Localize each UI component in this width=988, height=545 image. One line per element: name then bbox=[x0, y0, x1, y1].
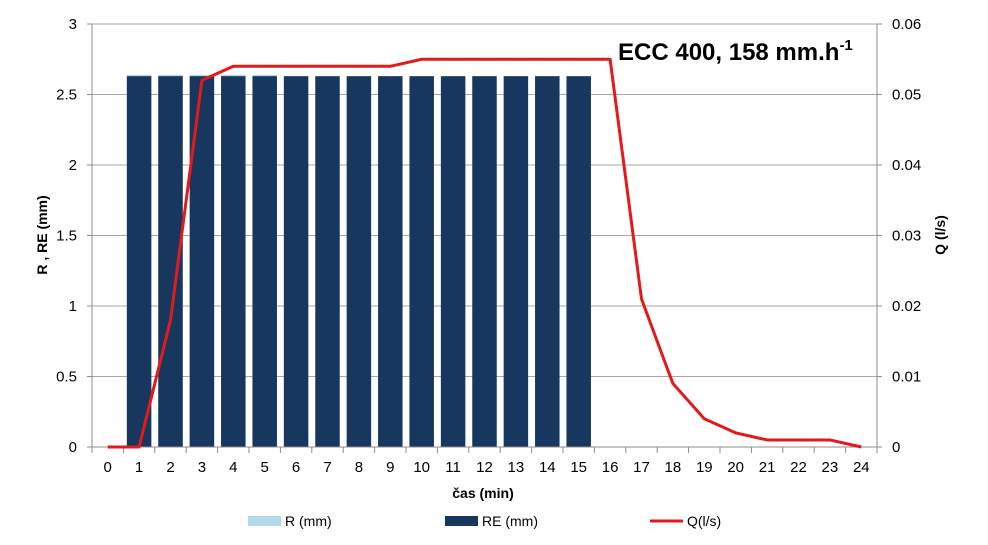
y2-tick-label: 0 bbox=[892, 439, 900, 456]
bar-re bbox=[472, 76, 497, 448]
bar-re bbox=[566, 76, 591, 448]
x-tick-label: 6 bbox=[292, 459, 300, 476]
legend-item-q: Q(l/s) bbox=[650, 513, 721, 529]
y2-tick-label: 0.06 bbox=[892, 16, 921, 33]
x-tick-label: 14 bbox=[539, 459, 556, 476]
y2-axis-ticks: 0 0.01 0.02 0.03 0.04 0.05 0.06 bbox=[892, 16, 921, 456]
bar-re bbox=[252, 76, 277, 448]
x-tick-label: 9 bbox=[386, 459, 394, 476]
bar-re bbox=[378, 76, 403, 448]
legend-label-r: R (mm) bbox=[285, 513, 332, 529]
x-tick-label: 5 bbox=[261, 459, 269, 476]
y2-tick-label: 0.01 bbox=[892, 369, 921, 386]
y2-tick-label: 0.05 bbox=[892, 87, 921, 104]
x-tick-label: 12 bbox=[476, 459, 493, 476]
x-tick-label: 22 bbox=[790, 459, 807, 476]
y-tick-label: 1 bbox=[69, 298, 77, 315]
y-tick-label: 0.5 bbox=[56, 369, 77, 386]
x-tick-label: 24 bbox=[853, 459, 870, 476]
y-tick-label: 2 bbox=[69, 157, 77, 174]
x-tick-label: 17 bbox=[633, 459, 650, 476]
bar-re bbox=[189, 76, 215, 448]
y-tick-label: 2.5 bbox=[56, 87, 77, 104]
chart-title: ECC 400, 158 mm.h-1 bbox=[618, 37, 853, 66]
x-tick-label: 3 bbox=[198, 459, 206, 476]
x-tick-label: 13 bbox=[508, 459, 525, 476]
legend-swatch-re bbox=[445, 516, 478, 526]
plot-frame bbox=[87, 23, 882, 453]
x-tick-label: 21 bbox=[759, 459, 776, 476]
x-tick-label: 23 bbox=[822, 459, 839, 476]
y2-tick-label: 0.03 bbox=[892, 228, 921, 245]
legend-label-q: Q(l/s) bbox=[687, 513, 721, 529]
x-tick-label: 20 bbox=[727, 459, 744, 476]
bar-re bbox=[440, 76, 466, 448]
legend-item-r: R (mm) bbox=[248, 513, 332, 529]
y2-tick-label: 0.02 bbox=[892, 298, 921, 315]
y-tick-label: 1.5 bbox=[56, 228, 77, 245]
y-tick-label: 0 bbox=[69, 439, 77, 456]
bar-re bbox=[409, 76, 434, 448]
bar-re bbox=[283, 76, 309, 448]
bar-re bbox=[315, 76, 340, 448]
x-tick-label: 8 bbox=[355, 459, 363, 476]
bar-re bbox=[221, 76, 246, 448]
x-tick-label: 1 bbox=[135, 459, 143, 476]
legend-item-re: RE (mm) bbox=[445, 513, 538, 529]
bar-re bbox=[126, 76, 152, 448]
x-tick-label: 0 bbox=[104, 459, 112, 476]
legend-label-re: RE (mm) bbox=[482, 513, 538, 529]
legend-swatch-r bbox=[248, 516, 281, 526]
y-tick-label: 3 bbox=[69, 16, 77, 33]
x-tick-label: 4 bbox=[229, 459, 237, 476]
x-tick-label: 7 bbox=[323, 459, 331, 476]
x-axis-ticks: 0 1 2 3 4 5 6 7 8 9 10 11 12 13 14 15 16 17 18 19 20 21 22 23 24 bbox=[104, 459, 870, 476]
legend: R (mm) RE (mm) Q(l/s) bbox=[248, 513, 721, 529]
y2-axis-title: Q (l/s) bbox=[932, 215, 948, 255]
x-tick-label: 18 bbox=[665, 459, 682, 476]
y-axis-title: R , RE (mm) bbox=[34, 195, 50, 274]
line-q bbox=[107, 57, 862, 449]
x-tick-label: 16 bbox=[602, 459, 619, 476]
x-tick-label: 10 bbox=[413, 459, 430, 476]
x-tick-label: 19 bbox=[696, 459, 713, 476]
x-tick-label: 15 bbox=[570, 459, 587, 476]
x-axis-title: čas (min) bbox=[452, 485, 513, 501]
bar-re bbox=[503, 76, 529, 448]
line-series bbox=[107, 57, 862, 449]
bar-re bbox=[535, 76, 560, 448]
bar-re bbox=[346, 76, 372, 448]
x-tick-label: 11 bbox=[445, 459, 461, 476]
x-tick-label: 2 bbox=[166, 459, 174, 476]
y2-tick-label: 0.04 bbox=[892, 157, 921, 174]
y-axis-ticks: 0 0.5 1 1.5 2 2.5 3 bbox=[56, 16, 77, 456]
